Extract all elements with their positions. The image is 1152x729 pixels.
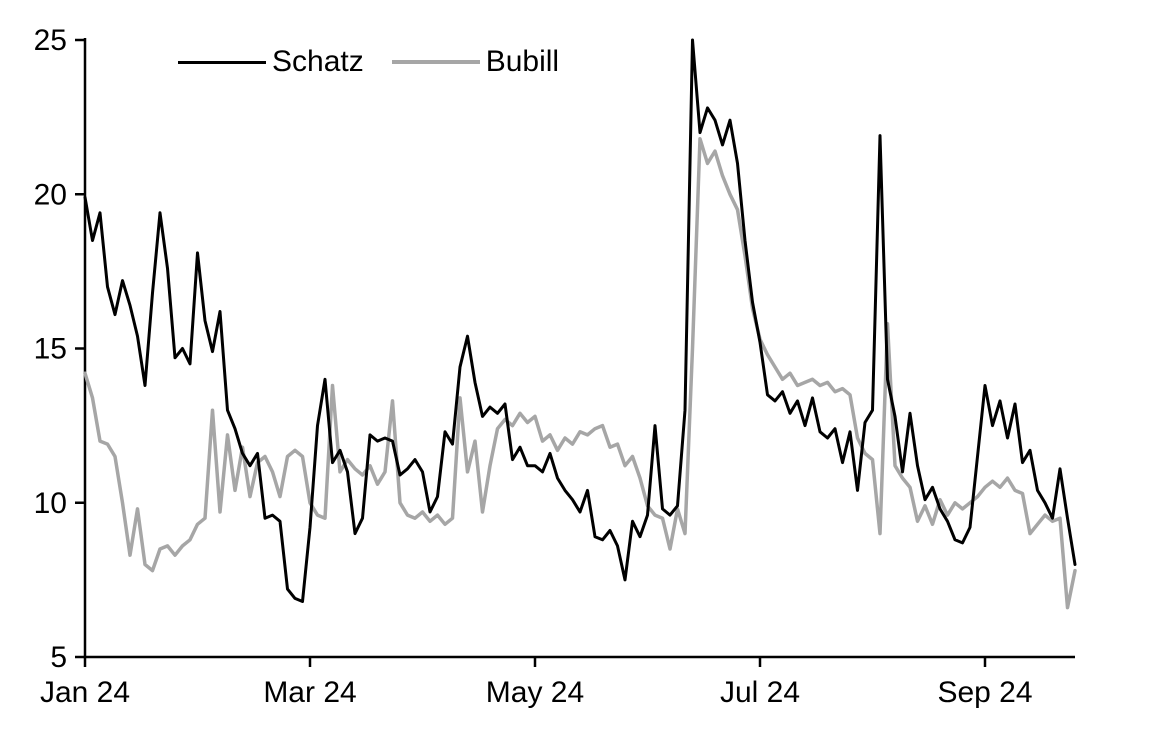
series-line-schatz <box>83 38 1077 603</box>
y-tick-label: 15 <box>34 333 67 366</box>
schatz-line-swatch <box>178 60 266 64</box>
x-tick-label: Sep 24 <box>937 676 1032 709</box>
series-line-bubill <box>83 136 1077 610</box>
x-tick-label: May 24 <box>486 676 584 709</box>
x-tick-label: Jul 24 <box>720 676 800 709</box>
bubill-line-swatch <box>391 60 480 64</box>
chart-legend: Schatz Bubill <box>178 44 559 80</box>
x-tick-label: Jan 24 <box>40 676 130 709</box>
y-tick-label: 25 <box>34 24 67 57</box>
y-tick-label: 10 <box>34 487 67 520</box>
y-tick-label: 20 <box>34 178 67 211</box>
x-tick-label: Mar 24 <box>263 676 356 709</box>
y-tick-label: 5 <box>50 641 67 674</box>
legend-label-bubill: Bubill <box>485 45 560 78</box>
legend-item-schatz: Schatz <box>178 44 364 80</box>
legend-item-bubill: Bubill <box>391 44 560 80</box>
legend-label-schatz: Schatz <box>272 45 364 78</box>
